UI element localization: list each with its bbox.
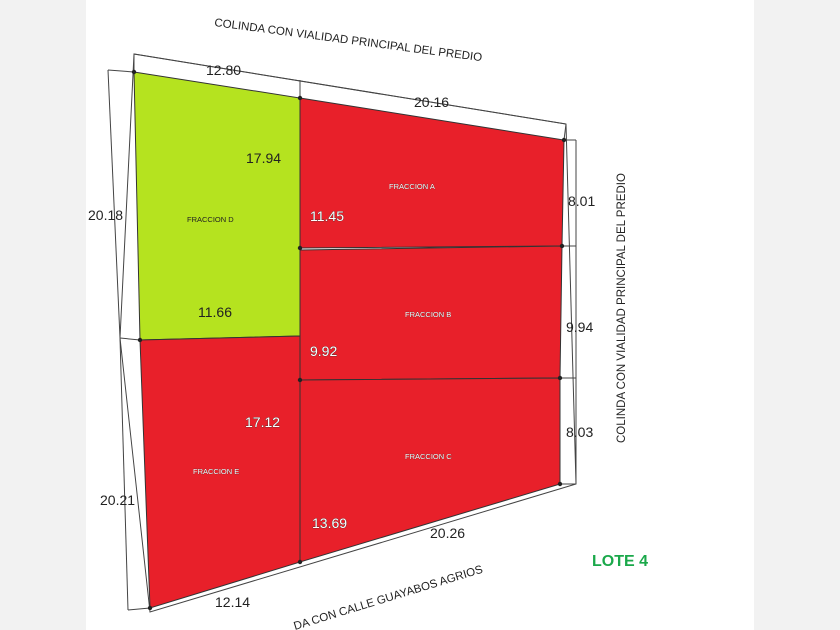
street-top-label: COLINDA CON VIALIDAD PRINCIPAL DEL PREDI… xyxy=(214,17,483,64)
dim-right-b: 9.94 xyxy=(566,319,593,335)
dim-c-inner-left: 13.69 xyxy=(312,515,347,531)
top-offset-line xyxy=(133,53,567,125)
dim-d-inner-bottom: 11.66 xyxy=(198,304,232,320)
dim-right-c: 8.03 xyxy=(566,424,593,440)
dim-top-right: 20.16 xyxy=(414,94,449,110)
vertex-dots xyxy=(131,69,567,611)
fraction-d-area xyxy=(133,71,301,341)
fraction-b-label: FRACCION B xyxy=(405,310,451,319)
dim-left-upper: 20.18 xyxy=(88,207,123,223)
lot-label: LOTE 4 xyxy=(592,553,648,570)
dim-a-inner-left: 11.45 xyxy=(310,208,344,224)
dim-d-inner-right: 17.94 xyxy=(246,150,281,166)
fraction-a-area xyxy=(299,97,565,249)
left-tick-top xyxy=(107,69,135,73)
dim-bottom-right: 20.26 xyxy=(430,525,465,541)
left-tick-bottom xyxy=(127,607,151,611)
street-bottom-label: DA CON CALLE GUAYABOS AGRIOS xyxy=(292,564,484,630)
fraction-a-label: FRACCION A xyxy=(389,182,435,191)
dim-bottom-left: 12.14 xyxy=(215,594,250,610)
dim-left-lower: 20.21 xyxy=(100,492,135,508)
fraction-e-label: FRACCION E xyxy=(193,467,239,476)
dim-right-a: 8.01 xyxy=(568,193,595,209)
left-tick-mid xyxy=(119,337,141,341)
dim-e-inner-right: 17.12 xyxy=(245,414,280,430)
dim-top-left: 12.80 xyxy=(206,62,241,78)
left-offset-lower xyxy=(119,337,129,611)
top-tick-right xyxy=(563,123,567,141)
dim-b-inner-left: 9.92 xyxy=(310,343,337,359)
fraction-d-label: FRACCION D xyxy=(187,215,234,224)
street-right-label: COLINDA CON VIALIDAD PRINCIPAL DEL PREDI… xyxy=(616,173,628,443)
left-offset-upper xyxy=(107,69,121,339)
fraction-c-label: FRACCION C xyxy=(405,452,452,461)
